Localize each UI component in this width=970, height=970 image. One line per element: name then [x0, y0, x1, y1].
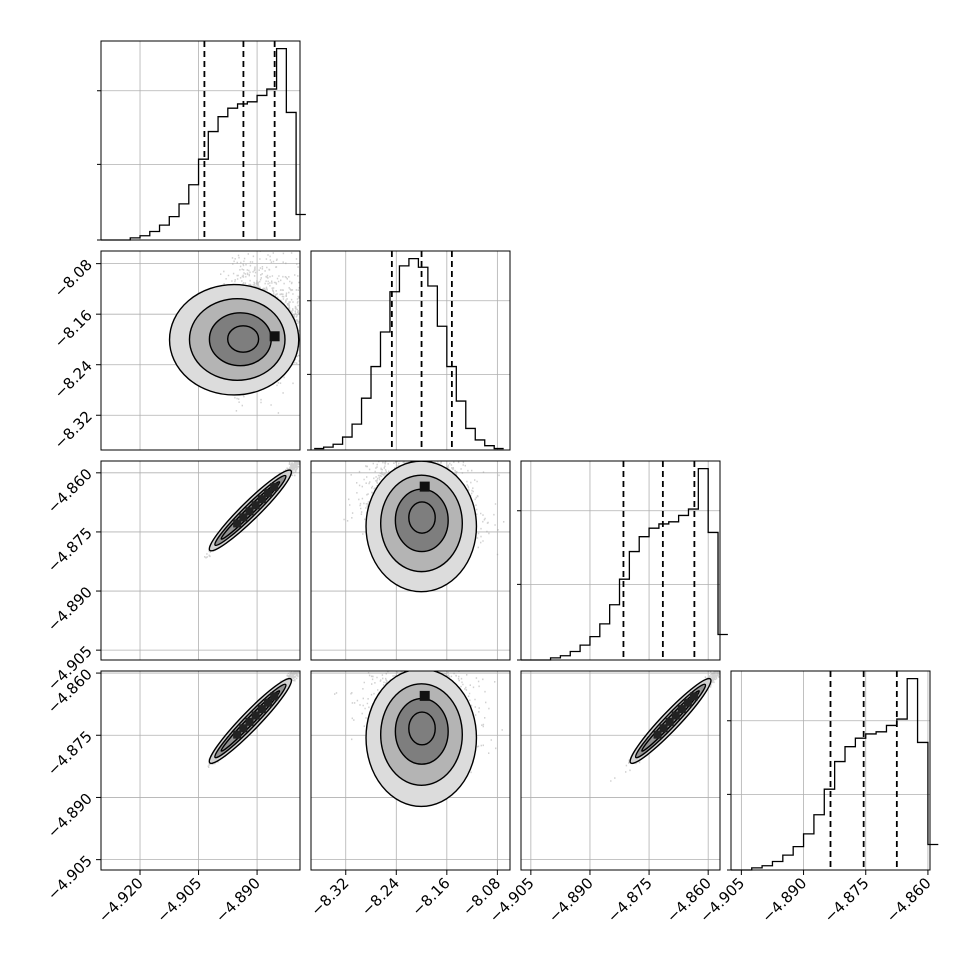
- scatter-panel-p2-p3: [310, 460, 511, 661]
- histogram-p3: [521, 468, 728, 661]
- x-tick-label: −4.875: [604, 874, 656, 926]
- y-tick-label: −4.890: [44, 583, 96, 635]
- contour-line: [188, 297, 286, 382]
- histogram-p2: [314, 258, 504, 450]
- x-tick-label: −8.16: [408, 874, 453, 919]
- density-cell: [245, 717, 254, 726]
- marginal-panel-p2: [307, 250, 511, 451]
- density-peak-cell: [419, 481, 430, 492]
- density-cell: [233, 730, 242, 739]
- density-cell: [245, 507, 254, 516]
- y-tick-label: −4.875: [44, 524, 96, 576]
- density-cell: [257, 705, 266, 714]
- x-tick-label: −8.32: [307, 874, 352, 919]
- density-cell: [683, 698, 692, 707]
- density-cell: [264, 489, 273, 498]
- density-cell: [257, 495, 266, 504]
- y-tick-label: −8.08: [51, 256, 96, 301]
- contour-line: [408, 501, 436, 534]
- density-cell: [233, 519, 242, 528]
- y-tick-label: −4.890: [44, 790, 96, 842]
- contour-line: [365, 671, 478, 808]
- y-tick-label: −4.875: [44, 727, 96, 779]
- panel-frame: [100, 40, 301, 241]
- x-tick-label: −4.875: [821, 874, 873, 926]
- density-cell: [239, 724, 248, 733]
- density-region: [395, 698, 449, 765]
- panel-frame: [520, 670, 721, 871]
- density-cell: [251, 711, 260, 720]
- panel-frame: [730, 670, 931, 871]
- marginal-panel-p4: [727, 670, 939, 871]
- panel-frame: [100, 670, 301, 871]
- scatter-panel-p3-p4: [520, 670, 721, 871]
- x-tick-label: −8.24: [358, 874, 403, 919]
- contour-line: [408, 711, 436, 746]
- contour-line: [226, 325, 260, 353]
- contour-line: [634, 683, 707, 759]
- panel-frame: [310, 670, 511, 871]
- panel-frame: [310, 250, 511, 451]
- panel-frame: [100, 250, 301, 451]
- marginal-panel-p3: [517, 460, 728, 661]
- scatter-panel-p1-p3: [100, 460, 301, 661]
- contour-line: [168, 283, 300, 396]
- density-cell: [671, 711, 680, 720]
- density-cell: [239, 513, 248, 522]
- y-tick-label: −8.16: [51, 306, 96, 351]
- density-cell: [665, 717, 674, 726]
- y-tick-label: −4.860: [44, 465, 96, 517]
- y-tick-label: −8.24: [51, 357, 96, 402]
- x-tick-label: −4.890: [212, 874, 264, 926]
- density-cell: [677, 705, 686, 714]
- panel-frame: [100, 460, 301, 661]
- density-region: [209, 312, 272, 366]
- contour-line: [379, 683, 464, 787]
- contour-line: [214, 474, 287, 547]
- density-cell: [251, 501, 260, 510]
- density-cell: [659, 724, 668, 733]
- scatter-panel-p1-p4: [100, 670, 301, 871]
- x-tick-label: −4.905: [153, 874, 205, 926]
- density-cell: [264, 698, 273, 707]
- contour-line: [629, 677, 712, 765]
- density-region: [395, 489, 449, 552]
- contour-line: [208, 469, 293, 552]
- x-tick-label: −4.860: [883, 874, 935, 926]
- density-cell: [270, 692, 279, 701]
- x-tick-label: −4.890: [758, 874, 810, 926]
- density-peak-cell: [419, 690, 430, 701]
- y-tick-label: −4.905: [44, 852, 96, 904]
- histogram-p1: [101, 48, 306, 241]
- density-peak-cell: [269, 331, 280, 342]
- density-cell: [689, 692, 698, 701]
- contour-line: [379, 474, 464, 573]
- scatter-panel-p2-p4: [310, 670, 511, 871]
- contour-line: [208, 677, 293, 765]
- histogram-p4: [731, 678, 939, 871]
- contour-line: [214, 683, 287, 759]
- marginal-panel-p1: [97, 40, 306, 241]
- x-tick-label: −4.920: [95, 874, 147, 926]
- panel-frame: [310, 460, 511, 661]
- x-tick-label: −4.890: [545, 874, 597, 926]
- panel-frame: [520, 460, 721, 661]
- y-tick-label: −8.32: [51, 407, 96, 452]
- density-cell: [270, 483, 279, 492]
- scatter-panel-p1-p2: [100, 250, 301, 451]
- density-cell: [653, 730, 662, 739]
